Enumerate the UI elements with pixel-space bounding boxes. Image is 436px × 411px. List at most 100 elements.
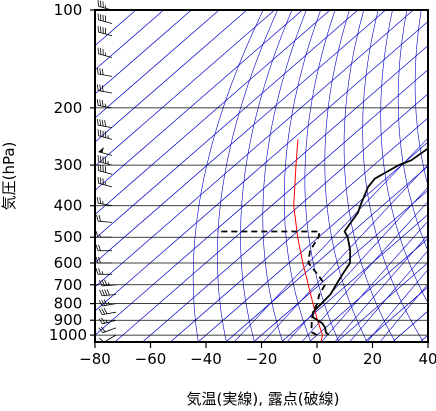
isotherm bbox=[114, 69, 428, 342]
wind-barb-full bbox=[100, 155, 102, 163]
wind-barb bbox=[97, 13, 113, 24]
wind-barb-full bbox=[101, 289, 105, 296]
wind-barb-full bbox=[98, 308, 103, 315]
wind-barb-full bbox=[95, 231, 99, 238]
isotherm bbox=[95, 10, 248, 143]
temperature-curve bbox=[311, 147, 428, 336]
isotherm bbox=[225, 165, 428, 342]
wind-barb-full bbox=[102, 14, 104, 22]
wind-barb bbox=[96, 214, 113, 223]
wind-barb-full bbox=[96, 196, 99, 204]
wind-barb-half bbox=[105, 319, 108, 323]
x-tick-label: 0 bbox=[312, 350, 322, 368]
wind-barb bbox=[96, 196, 113, 207]
wind-barb-full bbox=[98, 268, 101, 275]
wind-barb-full bbox=[99, 68, 102, 75]
y-tick-label: 600 bbox=[54, 254, 83, 272]
wind-barb-full bbox=[103, 299, 108, 306]
wind-barb-flag bbox=[98, 147, 104, 153]
wind-barb-half bbox=[101, 271, 104, 275]
dry-adiabat bbox=[283, 10, 321, 342]
parcel-curve bbox=[293, 139, 323, 342]
wind-barb-full bbox=[104, 120, 106, 127]
wind-barb-full bbox=[103, 308, 108, 314]
y-tick-label: 1000 bbox=[49, 326, 87, 344]
wind-barb bbox=[95, 268, 112, 275]
wind-barb-half bbox=[105, 52, 107, 56]
wind-barb-full bbox=[102, 1, 104, 8]
x-axis-ticks: −80 −60 −40 −20 0 20 40 bbox=[79, 342, 436, 368]
wind-barb-full bbox=[100, 0, 102, 8]
mixing-ratio-line bbox=[379, 283, 428, 342]
wind-barb bbox=[98, 326, 117, 334]
wind-barb-full bbox=[99, 99, 102, 106]
isotherm bbox=[142, 93, 428, 342]
isotherm bbox=[336, 262, 428, 342]
y-tick-label: 400 bbox=[54, 197, 83, 215]
wind-barb bbox=[95, 256, 112, 264]
wind-barb-full bbox=[100, 48, 102, 55]
wind-barb-full bbox=[95, 244, 99, 251]
wind-barb-full bbox=[100, 26, 102, 33]
wind-barb-half bbox=[105, 5, 107, 9]
dry-adiabat bbox=[324, 10, 368, 342]
mixing-ratio-line bbox=[233, 137, 428, 342]
wind-barb-half bbox=[102, 200, 104, 205]
wind-barb-full bbox=[96, 99, 99, 106]
wind-barb-full bbox=[98, 327, 104, 333]
wind-barb-full bbox=[98, 318, 103, 325]
dry-adiabat bbox=[192, 10, 264, 342]
wind-barb bbox=[97, 155, 113, 166]
wind-barb bbox=[98, 308, 117, 316]
wind-barb-full bbox=[97, 25, 99, 33]
dry-adiabat bbox=[217, 10, 278, 342]
isotherm bbox=[95, 10, 275, 167]
y-tick-label: 100 bbox=[54, 1, 83, 19]
x-tick-label: 40 bbox=[418, 350, 436, 368]
wind-barb bbox=[97, 25, 113, 37]
wind-barb bbox=[97, 129, 113, 140]
x-tick-label: −20 bbox=[246, 350, 278, 368]
wind-barb-full bbox=[102, 156, 104, 163]
wind-barb-full bbox=[102, 48, 104, 56]
pressure-grid bbox=[95, 9, 428, 336]
mixing-ratio-line bbox=[301, 201, 428, 342]
x-tick-label: −60 bbox=[135, 350, 167, 368]
x-tick-label: 20 bbox=[363, 350, 382, 368]
wind-barb-half bbox=[107, 282, 110, 286]
wind-barb-full bbox=[101, 299, 106, 306]
wind-barb-full bbox=[99, 280, 103, 287]
wind-barb bbox=[96, 67, 113, 77]
mixing-ratio-line bbox=[286, 186, 428, 342]
isotherm bbox=[95, 10, 331, 215]
wind-barb-full bbox=[95, 268, 99, 275]
wind-barb bbox=[98, 299, 117, 307]
mixing-ratio-line bbox=[366, 269, 428, 342]
wind-barb-full bbox=[102, 165, 104, 172]
wind-barb-full bbox=[97, 176, 99, 184]
wind-barb bbox=[96, 99, 113, 109]
y-tick-label: 900 bbox=[54, 311, 83, 329]
y-axis-title: 気圧(hPa) bbox=[0, 142, 18, 211]
wind-barb-full bbox=[101, 85, 104, 92]
wind-barb-full bbox=[100, 326, 106, 333]
wind-barb-full bbox=[95, 256, 99, 264]
wind-barb-half bbox=[105, 182, 107, 186]
isotherm bbox=[197, 141, 428, 342]
wind-barb-full bbox=[96, 118, 99, 126]
y-tick-label: 200 bbox=[54, 99, 83, 117]
y-tick-label: 500 bbox=[54, 228, 83, 246]
wind-barb-full bbox=[97, 0, 99, 7]
wind-barb-full bbox=[99, 197, 102, 204]
dry-adiabat bbox=[362, 10, 424, 342]
wind-barb bbox=[99, 289, 117, 297]
dry-adiabat bbox=[240, 10, 293, 342]
y-tick-label: 300 bbox=[54, 156, 83, 174]
wind-barb bbox=[96, 84, 113, 94]
wind-barb-full bbox=[101, 308, 106, 315]
wind-barb bbox=[97, 0, 113, 11]
wind-barb-full bbox=[99, 119, 102, 126]
wind-barb-full bbox=[97, 129, 99, 136]
mixing-ratio-line bbox=[262, 164, 428, 342]
